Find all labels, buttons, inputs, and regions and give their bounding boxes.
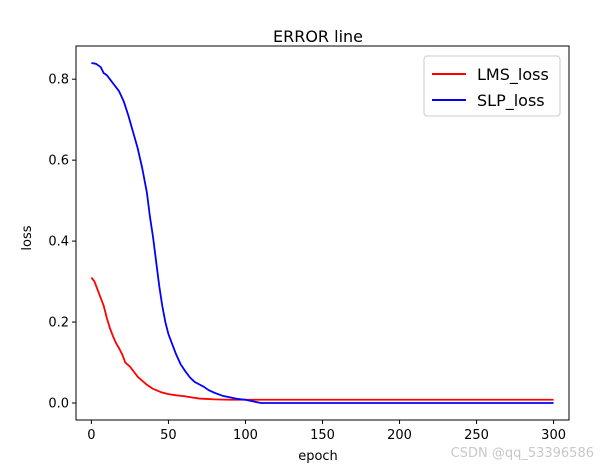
y-axis-ticks: 0.0 0.2 0.4 0.6 0.8	[48, 73, 76, 412]
x-tick-label: 100	[233, 428, 258, 443]
chart-title: ERROR line	[273, 27, 363, 46]
legend-label-slp: SLP_loss	[477, 91, 545, 111]
watermark-text: CSDN @qq_53396586	[450, 446, 594, 461]
y-tick-label: 0.4	[48, 235, 69, 250]
x-axis-label: epoch	[298, 449, 338, 464]
x-tick-label: 300	[541, 428, 566, 443]
x-tick-label: 250	[464, 428, 489, 443]
x-tick-label: 200	[387, 428, 412, 443]
x-axis-ticks: 0 50 100 150 200 250 300	[87, 420, 566, 443]
y-tick-label: 0.2	[48, 316, 69, 331]
series-layer	[90, 62, 554, 404]
x-tick-label: 150	[310, 428, 335, 443]
y-tick-label: 0.6	[48, 154, 69, 169]
series-line-slp-loss	[91, 62, 554, 404]
y-axis-label: loss	[20, 225, 35, 250]
y-tick-label: 0.8	[48, 73, 69, 88]
x-tick-label: 0	[87, 428, 95, 443]
y-tick-label: 0.0	[48, 397, 69, 412]
x-tick-label: 50	[160, 428, 177, 443]
chart-legend: LMS_loss SLP_loss	[423, 55, 561, 117]
legend-label-lms: LMS_loss	[477, 65, 549, 85]
